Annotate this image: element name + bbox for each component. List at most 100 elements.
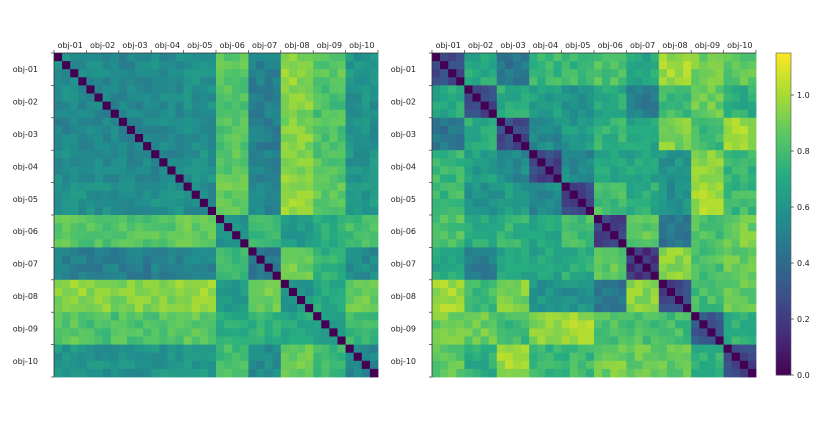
heatmap-cell <box>167 69 176 78</box>
heatmap-cell <box>561 93 571 102</box>
heatmap-cell <box>345 271 355 281</box>
heatmap-cell <box>143 166 152 175</box>
heatmap-cell <box>683 117 692 127</box>
heatmap-cell <box>110 158 120 167</box>
heatmap-cell <box>666 158 676 167</box>
heatmap-cell <box>464 287 473 297</box>
heatmap-cell <box>135 239 144 248</box>
heatmap-cell <box>618 215 627 224</box>
heatmap-cell <box>151 336 160 345</box>
heatmap-cell <box>553 223 562 232</box>
heatmap-cell <box>110 271 120 281</box>
heatmap-cell <box>642 304 652 313</box>
heatmap-cell <box>699 296 708 305</box>
heatmap-cell <box>94 166 103 175</box>
heatmap-cell <box>321 239 330 248</box>
heatmap-cell <box>707 231 716 240</box>
heatmap-cell <box>143 247 152 256</box>
heatmap-cell <box>642 190 652 200</box>
heatmap-cell <box>199 223 209 232</box>
heatmap-cell <box>118 174 128 183</box>
heatmap-cell <box>297 312 306 321</box>
heatmap-cell <box>545 174 554 183</box>
heatmap-cell <box>618 223 627 232</box>
heatmap-cell <box>642 85 652 94</box>
heatmap-cell <box>747 312 757 321</box>
colorbar-segment <box>776 324 791 328</box>
heatmap-cell <box>521 368 530 378</box>
heatmap-cell <box>272 287 282 297</box>
heatmap-cell <box>361 109 371 119</box>
heatmap-cell <box>480 142 490 151</box>
colorbar-segment <box>776 138 791 143</box>
heatmap-cell <box>224 360 233 370</box>
heatmap-cell <box>94 239 103 248</box>
heatmap-cell <box>472 134 481 143</box>
colorbar-segment <box>776 130 791 134</box>
heatmap-cell <box>297 352 306 362</box>
heatmap-cell <box>337 239 346 248</box>
heatmap-cell <box>305 360 314 370</box>
heatmap-cell <box>207 150 217 159</box>
heatmap-cell <box>707 142 716 151</box>
heatmap-cell <box>537 190 546 200</box>
heatmap-cell <box>159 296 168 305</box>
heatmap-cell <box>666 344 676 354</box>
heatmap-cell <box>361 61 371 70</box>
heatmap-cell <box>305 247 314 256</box>
heatmap-cell <box>691 336 700 345</box>
heatmap-cell <box>642 101 652 111</box>
heatmap-cell <box>553 296 562 305</box>
heatmap-cell <box>216 320 225 329</box>
heatmap-cell <box>739 320 749 329</box>
heatmap-cell <box>337 101 346 111</box>
heatmap-cell <box>248 247 257 256</box>
heatmap-cell <box>529 125 538 135</box>
heatmap-cell <box>369 182 379 192</box>
heatmap-cell <box>256 117 265 127</box>
heatmap-cell <box>191 231 201 240</box>
heatmap-cell <box>256 93 265 102</box>
heatmap-cell <box>675 206 684 216</box>
heatmap-cell <box>707 117 716 127</box>
heatmap-cell <box>464 206 473 216</box>
heatmap-cell <box>440 69 449 78</box>
heatmap-cell <box>78 352 87 362</box>
heatmap-cell <box>78 93 87 102</box>
heatmap-cell <box>159 239 168 248</box>
heatmap-cell <box>159 174 168 183</box>
heatmap-cell <box>126 352 136 362</box>
heatmap-cell <box>62 134 71 143</box>
heatmap-cell <box>610 360 619 370</box>
heatmap-cell <box>345 150 355 159</box>
heatmap-cell <box>159 304 168 313</box>
heatmap-cell <box>175 142 184 151</box>
heatmap-cell <box>488 85 498 94</box>
heatmap-cell <box>135 215 144 224</box>
heatmap-cell <box>353 271 363 281</box>
heatmap-cell <box>553 166 562 175</box>
heatmap-cell <box>529 150 538 159</box>
heatmap-cell <box>577 190 587 200</box>
heatmap-cell <box>634 328 643 337</box>
heatmap-cell <box>167 134 176 143</box>
heatmap-cell <box>610 336 619 345</box>
heatmap-cell <box>135 109 144 119</box>
heatmap-cell <box>731 174 741 183</box>
heatmap-cell <box>585 360 595 370</box>
heatmap-cell <box>135 360 144 370</box>
heatmap-cell <box>216 352 225 362</box>
heatmap-cell <box>529 328 538 337</box>
heatmap-cell <box>313 287 322 297</box>
x-tick-label: obj-08 <box>662 41 687 50</box>
heatmap-cell <box>313 279 322 289</box>
heatmap-cell <box>216 239 225 248</box>
heatmap-cell <box>361 117 371 127</box>
heatmap-cell <box>448 328 457 337</box>
heatmap-cell <box>569 53 579 62</box>
heatmap-cell <box>126 77 136 86</box>
heatmap-cell <box>594 368 603 378</box>
heatmap-cell <box>723 150 733 159</box>
heatmap-cell <box>353 223 363 232</box>
heatmap-cell <box>240 368 249 378</box>
